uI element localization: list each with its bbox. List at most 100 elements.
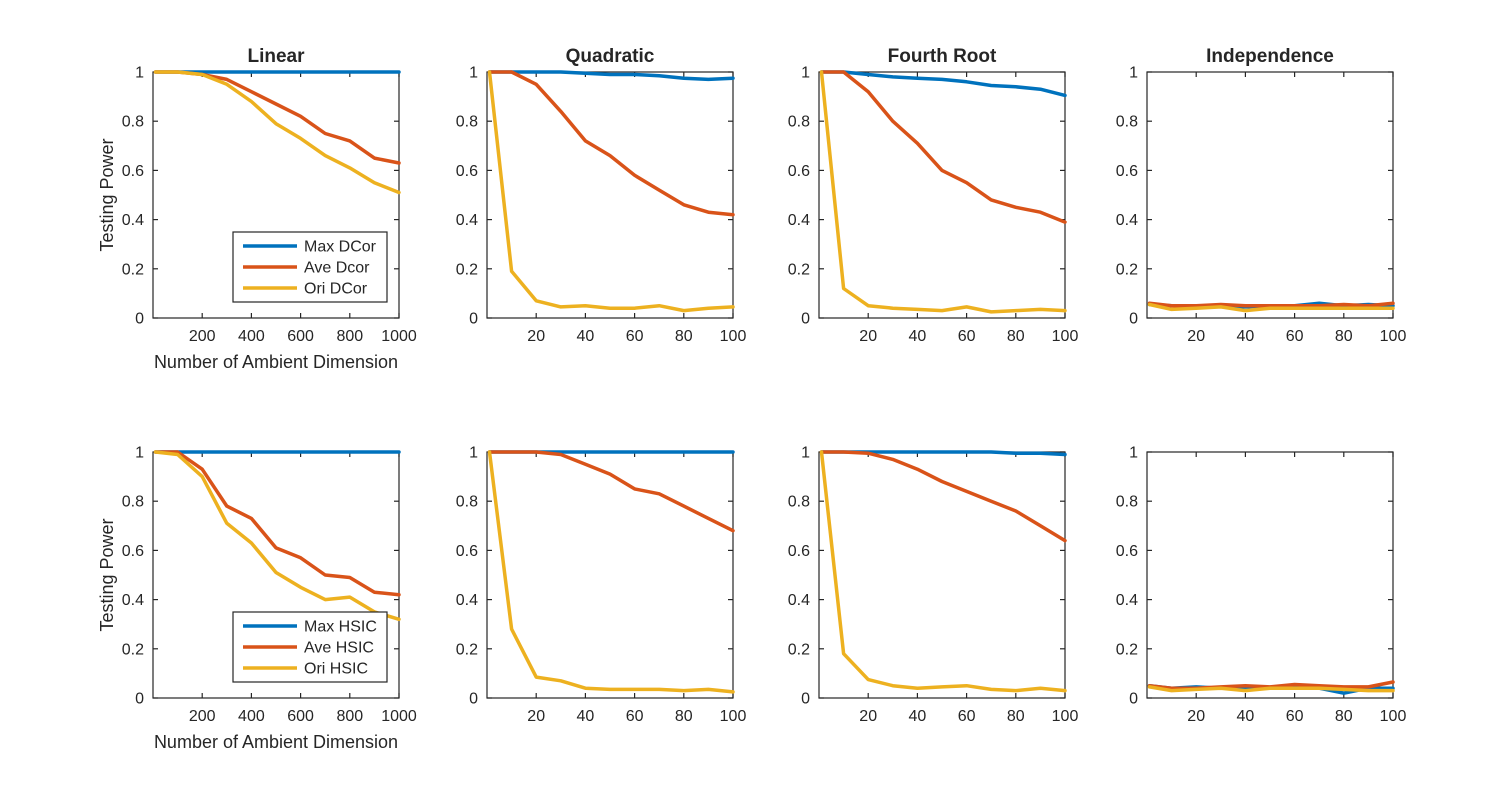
y-tick-label: 0.8 [456, 494, 478, 511]
y-tick-label: 0.4 [788, 212, 810, 229]
chart-fourth-root-dcor: 20 40 60 80 100 0 0.2 0.4 0.6 0.8 1 Fourth Root [749, 42, 1089, 402]
axes-box [486, 451, 734, 699]
series-line-ave-dcor [153, 70, 401, 165]
x-tick-label: 100 [1052, 708, 1079, 725]
x-tick-label: 80 [1007, 708, 1025, 725]
chart-title: Fourth Root [888, 46, 997, 67]
axes-box [1146, 451, 1394, 699]
y-tick-label: 1 [135, 445, 144, 462]
legend-label: Max HSIC [304, 619, 377, 636]
series-line-max-dcor [487, 70, 735, 82]
series-line-ori-hsic [819, 450, 1067, 693]
chart-quadratic-dcor: 20 40 60 80 100 0 0.2 0.4 0.6 0.8 1 Quadratic [417, 42, 757, 402]
y-tick-label: 0.2 [456, 641, 478, 658]
x-tick-label: 600 [287, 708, 314, 725]
y-tick-label: 0.6 [788, 163, 810, 180]
y-tick-label: 0.6 [456, 163, 478, 180]
x-tick-label: 40 [909, 328, 927, 345]
axes-box [818, 451, 1066, 699]
y-tick-label: 0.8 [1116, 114, 1138, 131]
y-tick-label: 0.4 [122, 592, 144, 609]
series-line-ori-hsic [153, 450, 401, 622]
x-tick-label: 1000 [381, 708, 417, 725]
plot-fourth-root-hsic: 20 40 60 80 100 0 0.2 0.4 0.6 0.8 1 [788, 445, 1079, 726]
x-axis-label: Number of Ambient Dimension [154, 732, 398, 752]
y-tick-label: 0.2 [788, 261, 810, 278]
y-tick-label: 0.8 [122, 114, 144, 131]
y-tick-label: 0.6 [1116, 163, 1138, 180]
y-tick-label: 0 [1129, 691, 1138, 708]
x-tick-label: 20 [527, 328, 545, 345]
chart-independence-hsic: 20 40 60 80 100 0 0.2 0.4 0.6 0.8 1 [1077, 422, 1417, 782]
y-tick-label: 0 [469, 691, 478, 708]
series-line-ave-hsic [819, 450, 1067, 543]
y-tick-label: 0.4 [456, 592, 478, 609]
x-tick-label: 200 [189, 708, 216, 725]
plot-independence-dcor: 20 40 60 80 100 0 0.2 0.4 0.6 0.8 1 Independence [1116, 46, 1407, 345]
x-tick-label: 20 [1187, 328, 1205, 345]
chart-linear-dcor: 200 400 600 800 1000 0 0.2 0.4 0.6 0.8 1 Linear Numb… [83, 42, 423, 402]
legend-label: Max DCor [304, 239, 377, 256]
y-tick-label: 0.2 [122, 641, 144, 658]
y-axis-label: Testing Power [97, 138, 117, 251]
x-tick-label: 60 [958, 328, 976, 345]
x-tick-label: 40 [909, 708, 927, 725]
chart-title: Linear [247, 46, 305, 67]
plot-quadratic-dcor: 20 40 60 80 100 0 0.2 0.4 0.6 0.8 1 Quadratic [456, 46, 747, 345]
x-tick-label: 100 [720, 708, 747, 725]
y-tick-label: 0 [801, 691, 810, 708]
series-line-ori-dcor [153, 70, 401, 195]
y-tick-label: 0.8 [122, 494, 144, 511]
x-tick-label: 60 [958, 708, 976, 725]
x-tick-label: 80 [1335, 708, 1353, 725]
x-tick-label: 100 [1052, 328, 1079, 345]
y-tick-label: 0.6 [122, 543, 144, 560]
y-tick-label: 1 [1129, 65, 1138, 82]
y-tick-label: 0 [1129, 311, 1138, 328]
chart-independence-dcor: 20 40 60 80 100 0 0.2 0.4 0.6 0.8 1 Independence [1077, 42, 1417, 402]
y-tick-label: 0.8 [788, 494, 810, 511]
legend-label: Ori DCor [304, 281, 368, 298]
x-tick-label: 80 [1007, 328, 1025, 345]
axes-box [486, 71, 734, 319]
y-tick-label: 0 [801, 311, 810, 328]
chart-title: Quadratic [566, 46, 655, 67]
y-tick-label: 0.2 [788, 641, 810, 658]
series-line-ori-dcor [487, 70, 735, 313]
chart-linear-hsic: 200 400 600 800 1000 0 0.2 0.4 0.6 0.8 1 Number of … [83, 422, 423, 782]
x-tick-label: 20 [527, 708, 545, 725]
y-tick-label: 0 [469, 311, 478, 328]
series-line-ave-dcor [1147, 301, 1395, 308]
y-tick-label: 0.4 [788, 592, 810, 609]
x-tick-label: 1000 [381, 328, 417, 345]
y-tick-label: 0.4 [456, 212, 478, 229]
x-tick-label: 100 [1380, 708, 1407, 725]
y-tick-label: 0.2 [1116, 261, 1138, 278]
x-tick-label: 20 [859, 328, 877, 345]
y-tick-label: 1 [1129, 445, 1138, 462]
series-line-ave-dcor [487, 70, 735, 217]
x-tick-label: 60 [626, 328, 644, 345]
y-tick-label: 0.8 [788, 114, 810, 131]
y-tick-label: 0.6 [122, 163, 144, 180]
y-tick-label: 0.6 [1116, 543, 1138, 560]
x-tick-label: 20 [1187, 708, 1205, 725]
plot-independence-hsic: 20 40 60 80 100 0 0.2 0.4 0.6 0.8 1 [1116, 445, 1407, 726]
y-tick-label: 1 [469, 65, 478, 82]
y-tick-label: 1 [469, 445, 478, 462]
x-tick-label: 100 [1380, 328, 1407, 345]
y-tick-label: 0.2 [456, 261, 478, 278]
x-tick-label: 800 [336, 708, 363, 725]
legend-label: Ave HSIC [304, 640, 374, 657]
x-tick-label: 80 [675, 708, 693, 725]
x-tick-label: 100 [720, 328, 747, 345]
x-tick-label: 80 [675, 328, 693, 345]
y-tick-label: 1 [135, 65, 144, 82]
chart-fourth-root-hsic: 20 40 60 80 100 0 0.2 0.4 0.6 0.8 1 [749, 422, 1089, 782]
series-line-ave-dcor [819, 70, 1067, 224]
x-tick-label: 600 [287, 328, 314, 345]
series-line-ave-hsic [153, 450, 401, 597]
x-tick-label: 400 [238, 708, 265, 725]
axes-box [818, 71, 1066, 319]
